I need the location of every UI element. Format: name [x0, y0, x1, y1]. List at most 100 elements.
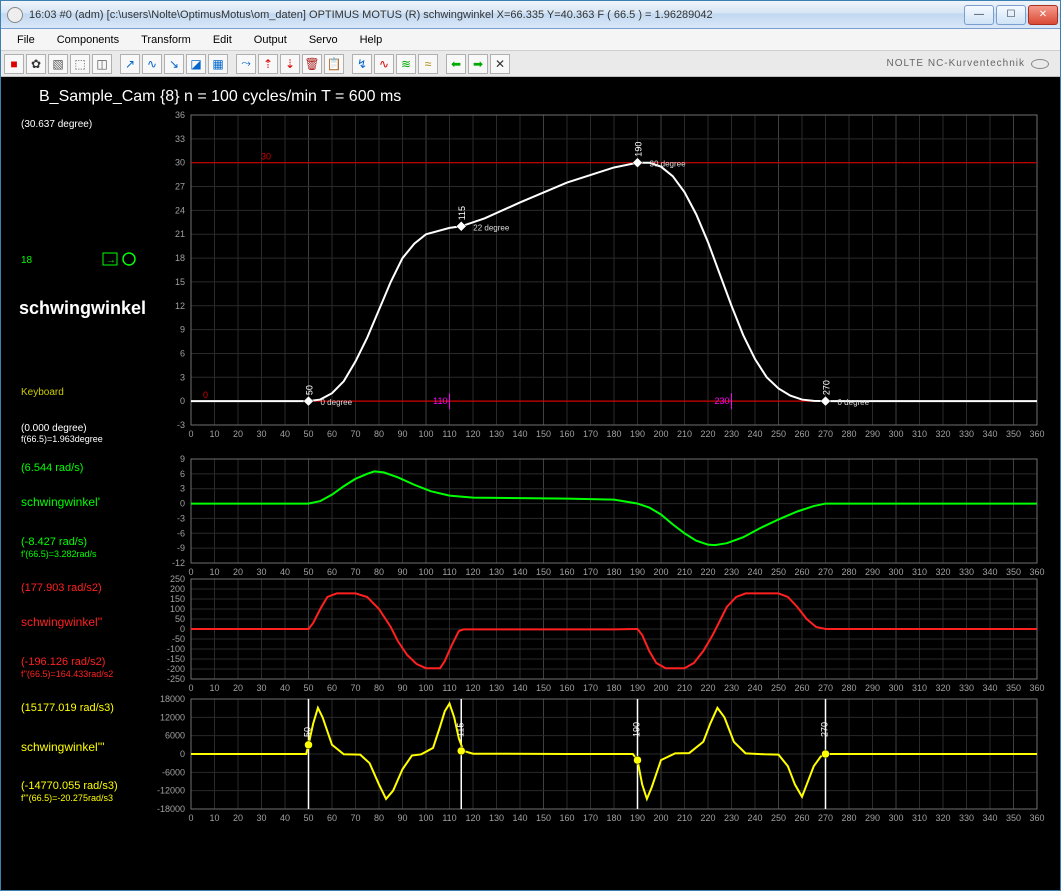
svg-text:12: 12	[175, 301, 185, 311]
svg-text:3: 3	[180, 484, 185, 494]
svg-text:150: 150	[536, 429, 551, 439]
chart-canvas: B_Sample_Cam {8} n = 100 cycles/min T = …	[1, 77, 1060, 890]
svg-text:10: 10	[209, 567, 219, 577]
svg-text:70: 70	[350, 813, 360, 823]
svg-text:270: 270	[822, 380, 832, 395]
svg-text:220: 220	[700, 429, 715, 439]
menu-help[interactable]: Help	[350, 32, 393, 48]
svg-text:360: 360	[1029, 567, 1044, 577]
brand-label: NOLTE NC-Kurventechnik	[878, 56, 1057, 71]
svg-text:70: 70	[350, 683, 360, 693]
svg-text:-12: -12	[172, 558, 185, 568]
toolbar-button-9[interactable]: ◪	[186, 54, 206, 74]
svg-text:350: 350	[1006, 429, 1021, 439]
svg-text:60: 60	[327, 567, 337, 577]
svg-text:210: 210	[677, 429, 692, 439]
svg-text:-9: -9	[177, 543, 185, 553]
toolbar-button-6[interactable]: ↗	[120, 54, 140, 74]
svg-text:15: 15	[175, 277, 185, 287]
svg-text:270: 270	[820, 722, 830, 737]
toolbar-button-25[interactable]: ✕	[490, 54, 510, 74]
toolbar-button-0[interactable]: ■	[4, 54, 24, 74]
toolbar-button-19[interactable]: ∿	[374, 54, 394, 74]
svg-text:330: 330	[959, 813, 974, 823]
svg-text:180: 180	[606, 683, 621, 693]
toolbar-button-15[interactable]: 🗑	[302, 54, 322, 74]
label-vel: f'(66.5)=3.282rad/s	[21, 549, 97, 559]
svg-text:27: 27	[175, 182, 185, 192]
toolbar-button-4[interactable]: ◫	[92, 54, 112, 74]
svg-text:320: 320	[935, 567, 950, 577]
svg-text:250: 250	[771, 683, 786, 693]
svg-text:320: 320	[935, 813, 950, 823]
label-pos: 18	[21, 255, 33, 266]
menu-servo[interactable]: Servo	[299, 32, 348, 48]
svg-text:18: 18	[175, 253, 185, 263]
toolbar-button-24[interactable]: ➡	[468, 54, 488, 74]
svg-text:280: 280	[841, 567, 856, 577]
svg-text:50: 50	[303, 683, 313, 693]
toolbar-button-12[interactable]: ⤳	[236, 54, 256, 74]
svg-text:60: 60	[327, 683, 337, 693]
svg-text:36: 36	[175, 110, 185, 120]
svg-text:120: 120	[465, 429, 480, 439]
svg-text:50: 50	[175, 614, 185, 624]
svg-text:250: 250	[771, 813, 786, 823]
svg-text:260: 260	[794, 429, 809, 439]
toolbar-button-10[interactable]: ▦	[208, 54, 228, 74]
svg-text:80: 80	[374, 429, 384, 439]
menu-components[interactable]: Components	[47, 32, 129, 48]
svg-text:140: 140	[512, 813, 527, 823]
svg-text:0: 0	[180, 624, 185, 634]
menu-output[interactable]: Output	[244, 32, 297, 48]
menu-file[interactable]: File	[7, 32, 45, 48]
menu-transform[interactable]: Transform	[131, 32, 201, 48]
minimize-button[interactable]: —	[964, 5, 994, 25]
toolbar-button-13[interactable]: ⇡	[258, 54, 278, 74]
svg-text:190: 190	[630, 683, 645, 693]
svg-text:30 degree: 30 degree	[650, 160, 687, 169]
svg-text:3: 3	[180, 372, 185, 382]
svg-text:9: 9	[180, 325, 185, 335]
toolbar-button-2[interactable]: ▧	[48, 54, 68, 74]
svg-text:140: 140	[512, 429, 527, 439]
menu-edit[interactable]: Edit	[203, 32, 242, 48]
svg-text:340: 340	[982, 429, 997, 439]
svg-text:-12000: -12000	[157, 786, 185, 796]
svg-text:10: 10	[209, 683, 219, 693]
toolbar-button-8[interactable]: ↘	[164, 54, 184, 74]
toolbar-button-14[interactable]: ⇣	[280, 54, 300, 74]
svg-text:30: 30	[256, 429, 266, 439]
svg-text:300: 300	[888, 683, 903, 693]
toolbar-button-1[interactable]: ✿	[26, 54, 46, 74]
toolbar-button-3[interactable]: ⬚	[70, 54, 90, 74]
svg-text:40: 40	[280, 683, 290, 693]
label-pos: (0.000 degree)	[21, 423, 87, 434]
maximize-button[interactable]: ☐	[996, 5, 1026, 25]
toolbar-button-20[interactable]: ≋	[396, 54, 416, 74]
svg-text:240: 240	[747, 683, 762, 693]
svg-text:190: 190	[630, 429, 645, 439]
svg-text:200: 200	[653, 683, 668, 693]
svg-text:50: 50	[303, 813, 313, 823]
svg-text:160: 160	[559, 683, 574, 693]
toolbar-button-16[interactable]: 📋	[324, 54, 344, 74]
svg-text:280: 280	[841, 683, 856, 693]
toolbar-button-18[interactable]: ↯	[352, 54, 372, 74]
svg-text:0 degree: 0 degree	[321, 398, 353, 407]
svg-text:230: 230	[724, 567, 739, 577]
svg-text:-6: -6	[177, 528, 185, 538]
label-vel: schwingwinkel'	[21, 495, 100, 509]
toolbar-button-21[interactable]: ≈	[418, 54, 438, 74]
close-button[interactable]: ✕	[1028, 5, 1058, 25]
svg-text:100: 100	[170, 604, 185, 614]
svg-text:300: 300	[888, 429, 903, 439]
svg-text:230: 230	[724, 429, 739, 439]
svg-text:40: 40	[280, 567, 290, 577]
label-vel: (-8.427 rad/s)	[21, 536, 87, 548]
svg-text:6000: 6000	[165, 731, 185, 741]
titlebar: 16:03 #0 (adm) [c:\users\Nolte\OptimusMo…	[1, 1, 1060, 29]
toolbar-button-23[interactable]: ⬅	[446, 54, 466, 74]
toolbar-button-7[interactable]: ∿	[142, 54, 162, 74]
svg-text:280: 280	[841, 813, 856, 823]
